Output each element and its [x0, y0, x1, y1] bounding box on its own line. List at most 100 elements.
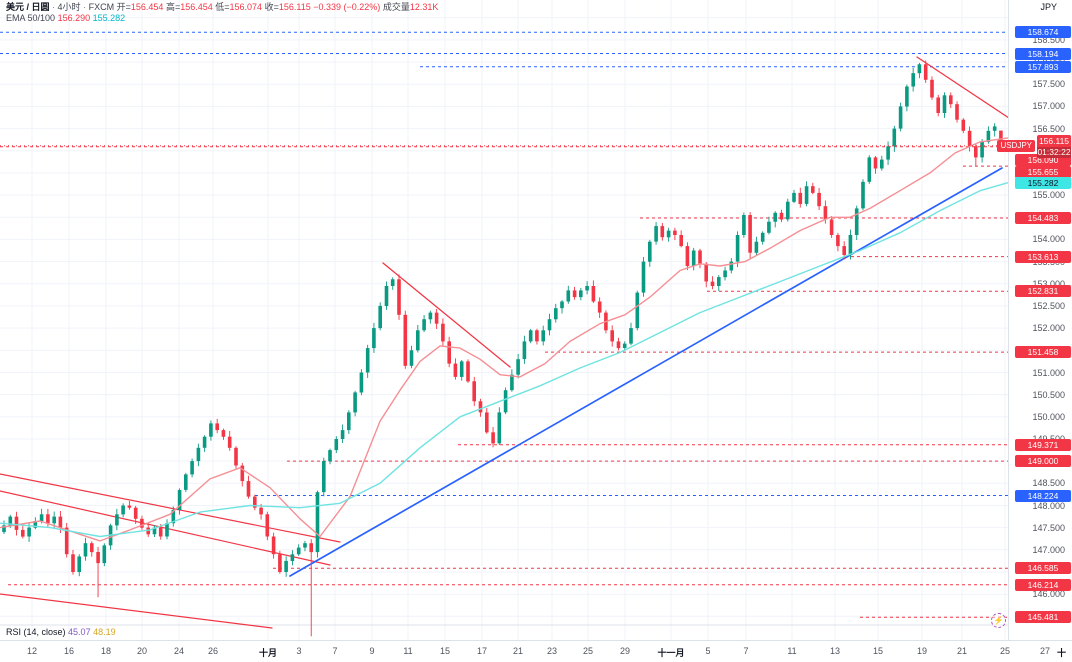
- change-value: −0.339 (−0.22%): [313, 2, 381, 12]
- price-tick-147.000: 147.000: [1032, 544, 1065, 555]
- time-tick-9: 9: [369, 646, 375, 656]
- price-badge-149.371: 149.371: [1015, 438, 1071, 451]
- time-tick-26: 26: [207, 646, 219, 656]
- nov-peak-line[interactable]: [916, 56, 1008, 120]
- time-tick-11: 11: [403, 646, 413, 656]
- chart-legend: 美元 / 日圆 · 4小时 · FXCM 开=156.454 高=156.454…: [6, 2, 438, 24]
- volume-label: 成交量: [382, 2, 410, 12]
- price-tick-152.000: 152.000: [1032, 323, 1065, 334]
- major-ascending-trendline[interactable]: [289, 167, 1003, 577]
- open-label: 开=: [116, 2, 131, 12]
- price-tick-148.000: 148.000: [1032, 500, 1065, 511]
- time-tick-15: 15: [872, 646, 884, 656]
- price-tick-153.000: 153.000: [1032, 278, 1065, 289]
- time-axis[interactable]: 12 16 18 20 24 26 十月 3 7 9 11 15 17 21 23 25 29 十一月 5 7 11 13…: [0, 640, 1072, 662]
- rsi-label[interactable]: RSI (14, close): [6, 627, 66, 637]
- ema50-value: 156.290: [57, 13, 91, 23]
- time-tick-23: 23: [546, 646, 558, 656]
- price-tick-156.500: 156.500: [1032, 123, 1065, 134]
- time-tick-27: 27: [1039, 646, 1051, 656]
- ema-100-line: [0, 182, 1008, 538]
- price-tick-158.500: 158.500: [1032, 34, 1065, 45]
- time-tick-17: 17: [476, 646, 488, 656]
- price-lines-layer: [0, 31, 1008, 618]
- time-tick-19: 19: [916, 646, 928, 656]
- high-value: 156.454: [180, 2, 213, 12]
- grid-layer: [0, 0, 1008, 640]
- price-badge-157.893: 157.893: [1015, 60, 1071, 73]
- price-axis[interactable]: JPY USDJPY 156.115 01:32:22 158.500158.0…: [997, 0, 1072, 640]
- symbol-price-tag: USDJPY: [997, 139, 1035, 152]
- volume-value: 12.31K: [409, 2, 439, 12]
- time-tick-十一月: 十一月: [657, 648, 685, 658]
- price-badge-158.194: 158.194: [1015, 47, 1071, 60]
- time-tick-5: 5: [705, 646, 711, 656]
- flash-event-marker-icon[interactable]: ⚡: [991, 613, 1006, 628]
- price-badge-153.613: 153.613: [1015, 250, 1071, 263]
- interval-label[interactable]: 4小时: [57, 2, 81, 12]
- oct-peak-line[interactable]: [382, 262, 511, 368]
- low-label: 低=: [215, 2, 230, 12]
- time-tick-16: 16: [63, 646, 75, 656]
- price-tick-157.500: 157.500: [1032, 79, 1065, 90]
- price-tick-154.000: 154.000: [1032, 234, 1065, 245]
- current-price-value: 156.115: [1038, 135, 1070, 146]
- time-tick-12: 12: [26, 646, 38, 656]
- time-tick-18: 18: [100, 646, 112, 656]
- candles-layer: [2, 60, 1003, 637]
- price-badge-146.214: 146.214: [1015, 578, 1071, 591]
- time-tick-7: 7: [332, 646, 338, 656]
- left-bottom-line[interactable]: [0, 593, 273, 629]
- ema100-price-badge: 155.282: [1015, 176, 1071, 189]
- time-tick-29: 29: [619, 646, 631, 656]
- price-tick-150.000: 150.000: [1032, 411, 1065, 422]
- price-tick-155.000: 155.000: [1032, 190, 1065, 201]
- close-value: 156.115: [278, 2, 311, 12]
- time-tick-25: 25: [999, 646, 1011, 656]
- time-tick-11: 11: [787, 646, 797, 656]
- price-tick-150.500: 150.500: [1032, 389, 1065, 400]
- price-badge-155.655: 155.655: [1015, 166, 1071, 178]
- price-badge-149.000: 149.000: [1015, 455, 1071, 468]
- exchange-label: FXCM: [88, 2, 115, 12]
- time-tick-13: 13: [829, 646, 841, 656]
- rsi-value: 45.07: [68, 627, 91, 637]
- price-tick-147.500: 147.500: [1032, 522, 1065, 533]
- ema100-value: 155.282: [92, 13, 126, 23]
- price-badge-145.481: 145.481: [1015, 611, 1071, 624]
- currency-label: JPY: [1040, 2, 1057, 12]
- time-tick-3: 3: [296, 646, 302, 656]
- open-value: 156.454: [130, 2, 164, 12]
- close-label: 收=: [264, 2, 279, 12]
- price-tick-146.000: 146.000: [1032, 589, 1065, 600]
- high-label: 高=: [165, 2, 181, 12]
- price-badge-152.831: 152.831: [1015, 285, 1071, 298]
- current-price-group: USDJPY 156.115 01:32:22: [997, 134, 1071, 158]
- time-tick-15: 15: [439, 646, 451, 656]
- left-wedge-upper[interactable]: [0, 473, 341, 543]
- price-badge-158.674: 158.674: [1015, 26, 1071, 39]
- ema-indicator-row: EMA 50/100 156.290 155.282: [6, 13, 438, 24]
- time-tick-21: 21: [512, 646, 524, 656]
- price-badge-148.224: 148.224: [1015, 489, 1071, 502]
- ema-layer: [0, 137, 1008, 542]
- time-tick-24: 24: [173, 646, 185, 656]
- rsi-indicator-row: RSI (14, close) 45.07 48.19: [6, 627, 116, 637]
- chart-pane[interactable]: 美元 / 日圆 · 4小时 · FXCM 开=156.454 高=156.454…: [0, 0, 1008, 640]
- ema-50-line: [0, 137, 1008, 542]
- price-badge-151.458: 151.458: [1015, 346, 1071, 359]
- ema-label[interactable]: EMA 50/100: [6, 13, 56, 23]
- time-tick-21: 21: [956, 646, 968, 656]
- time-tick-25: 25: [582, 646, 594, 656]
- price-tick-148.500: 148.500: [1032, 478, 1065, 489]
- symbol-name[interactable]: 美元 / 日圆: [6, 2, 50, 12]
- candlestick-chart[interactable]: [0, 0, 1008, 640]
- price-tick-157.000: 157.000: [1032, 101, 1065, 112]
- bar-countdown: 01:32:22: [1037, 146, 1071, 158]
- symbol-row: 美元 / 日圆 · 4小时 · FXCM 开=156.454 高=156.454…: [6, 2, 439, 12]
- price-badge-154.483: 154.483: [1015, 212, 1071, 224]
- rsi-ma-value: 48.19: [93, 627, 116, 637]
- price-tick-151.000: 151.000: [1032, 367, 1065, 378]
- price-badge-146.585: 146.585: [1015, 562, 1071, 575]
